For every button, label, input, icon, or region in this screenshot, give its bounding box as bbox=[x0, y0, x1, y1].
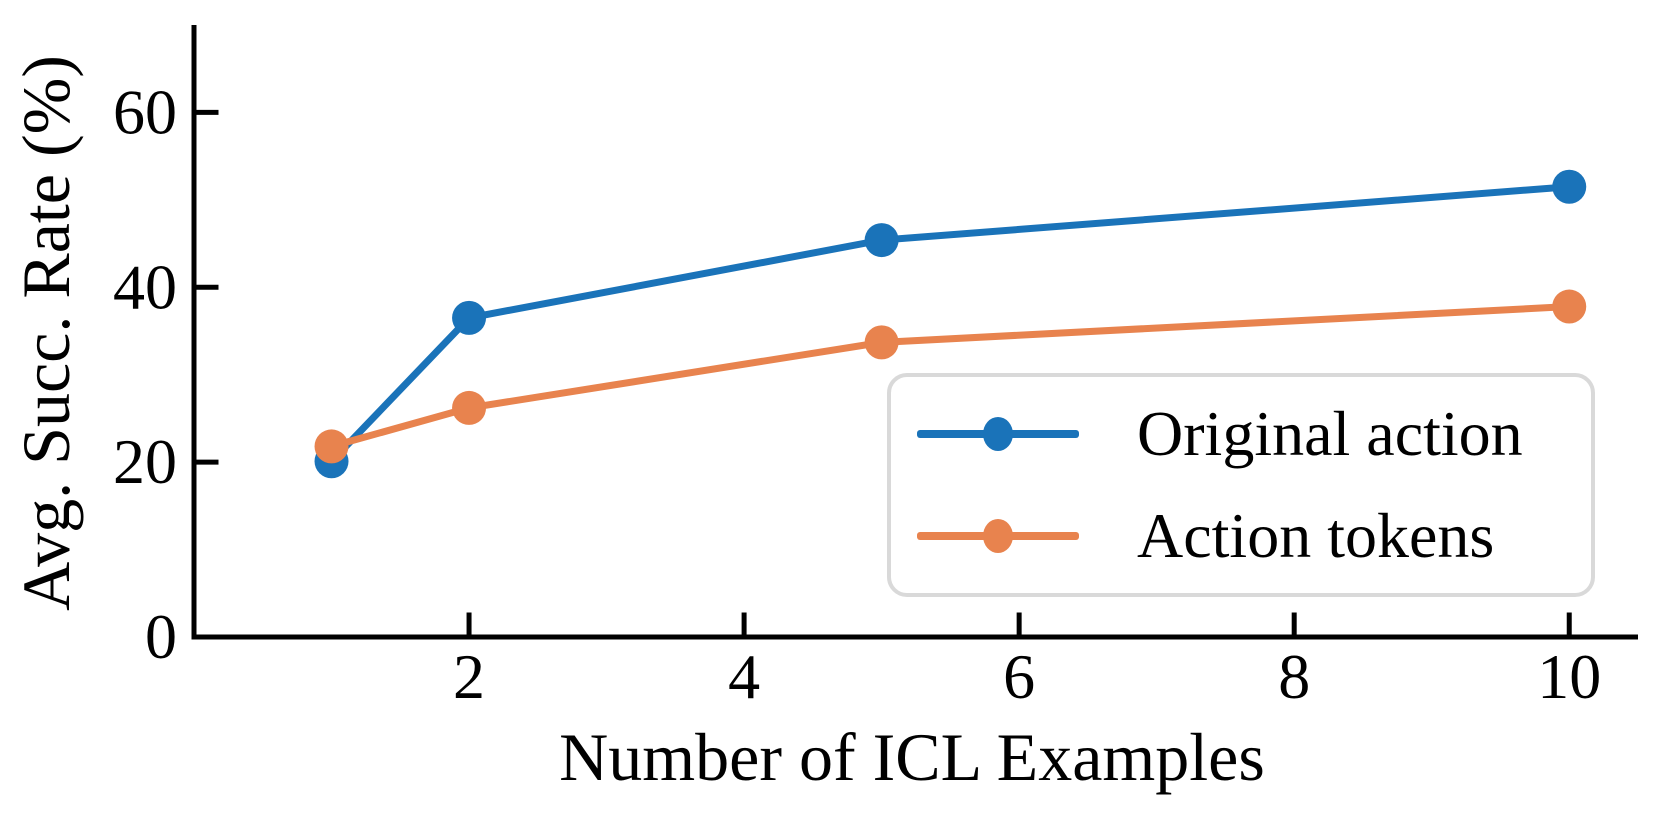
data-point-action-tokens-x5 bbox=[864, 325, 899, 360]
legend-box: Original action Action tokens bbox=[887, 373, 1595, 597]
y-tick-label-60: 60 bbox=[113, 76, 177, 147]
x-tick-label-8: 8 bbox=[1278, 641, 1310, 712]
y-tick-label-20: 20 bbox=[113, 426, 177, 497]
axis-spines bbox=[191, 25, 1638, 640]
legend-line-marker-icon bbox=[917, 416, 1079, 452]
y-tick-label-0: 0 bbox=[145, 601, 177, 672]
x-axis-label: Number of ICL Examples bbox=[559, 719, 1265, 795]
legend-label: Action tokens bbox=[1137, 500, 1495, 571]
data-point-action-tokens-x10 bbox=[1552, 289, 1587, 324]
x-tick-label-6: 6 bbox=[1003, 641, 1035, 712]
data-point-original-action-x10 bbox=[1552, 169, 1587, 204]
legend-label: Original action bbox=[1137, 398, 1523, 469]
x-tick-label-4: 4 bbox=[728, 641, 760, 712]
data-point-action-tokens-x2 bbox=[452, 390, 487, 425]
y-axis-label: Avg. Succ. Rate (%) bbox=[8, 55, 84, 611]
y-tick-label-40: 40 bbox=[113, 251, 177, 322]
x-tick-label-2: 2 bbox=[453, 641, 485, 712]
data-point-action-tokens-x1 bbox=[314, 429, 349, 464]
series-line-action-tokens bbox=[330, 303, 1570, 450]
legend-item-action-tokens: Action tokens bbox=[917, 501, 1591, 571]
data-point-original-action-x5 bbox=[864, 223, 899, 258]
legend-item-original-action: Original action bbox=[917, 399, 1591, 469]
data-point-original-action-x2 bbox=[452, 300, 487, 335]
legend-line-marker-icon bbox=[917, 518, 1079, 554]
series-line-original-action bbox=[328, 183, 1570, 464]
x-tick-label-10: 10 bbox=[1537, 641, 1601, 712]
